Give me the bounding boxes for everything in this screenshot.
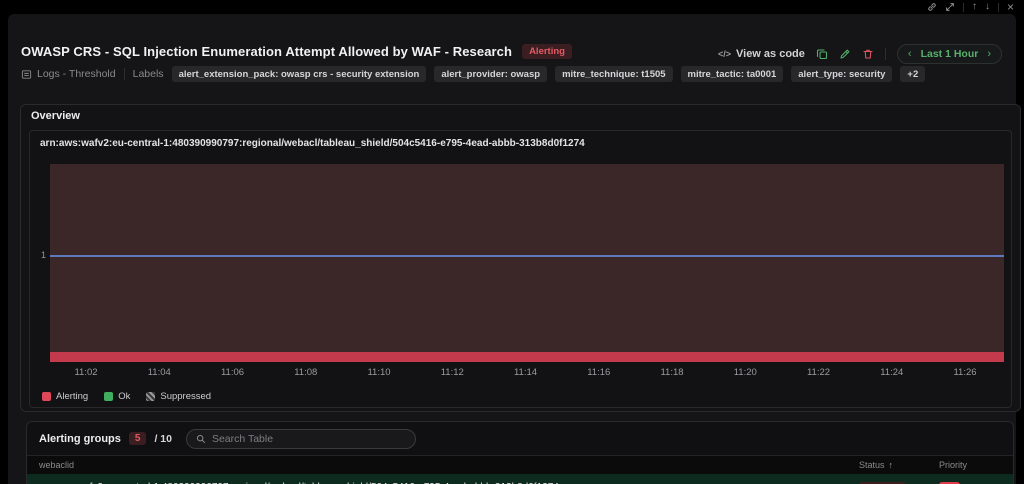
view-as-code-button[interactable]: </> View as code <box>718 48 805 60</box>
divider <box>123 68 125 80</box>
alerting-groups-toolbar: Alerting groups 5 / 10 <box>27 422 1013 455</box>
x-axis-tick: 11:14 <box>513 367 538 378</box>
divider <box>884 48 886 60</box>
legend-label: Ok <box>118 391 131 402</box>
x-axis-tick: 11:06 <box>220 367 245 378</box>
alerting-total: / 10 <box>154 432 172 445</box>
ok-swatch-icon <box>104 392 114 401</box>
edit-pencil-icon[interactable] <box>839 48 851 60</box>
cell-webaclid: arn:aws:wafv2:eu-central-1:480390990797:… <box>27 482 859 484</box>
x-axis-tick: 11:24 <box>880 367 904 378</box>
code-icon: </> <box>717 49 731 59</box>
cell-priority: P2 <box>939 479 1013 484</box>
link-icon[interactable] <box>927 2 937 12</box>
sort-ascending-icon: ↑ <box>888 460 894 470</box>
alerting-swatch-icon <box>42 392 51 401</box>
x-axis-tick: 11:02 <box>74 367 98 378</box>
expand-icon[interactable] <box>945 2 955 12</box>
x-axis-tick: 11:18 <box>660 367 684 378</box>
x-axis-tick: 11:10 <box>367 367 391 378</box>
metric-value-line <box>50 255 1004 257</box>
labels-caption: Labels <box>132 68 164 80</box>
label-tag[interactable]: mitre_tactic: ta0001 <box>680 66 784 82</box>
legend-item-alerting[interactable]: Alerting <box>42 391 88 402</box>
labels-row: Logs - Threshold Labels alert_extension_… <box>21 66 926 82</box>
chevron-right-icon[interactable]: › <box>987 47 991 60</box>
x-axis-tick: 11:08 <box>294 367 318 378</box>
chart-title: arn:aws:wafv2:eu-central-1:480390990797:… <box>40 138 585 149</box>
alerting-groups-title: Alerting groups <box>39 432 121 445</box>
search-icon <box>196 434 206 443</box>
table-row[interactable]: arn:aws:wafv2:eu-central-1:480390990797:… <box>27 474 1013 484</box>
time-range-label: Last 1 Hour <box>920 48 979 60</box>
modal-surface: OWASP CRS - SQL Injection Enumeration At… <box>8 14 1021 484</box>
cell-status: Alerting <box>859 479 939 484</box>
x-axis-tick: 11:22 <box>806 367 831 378</box>
chart-plot-area[interactable]: 1 <box>41 164 1004 362</box>
label-tag[interactable]: alert_type: security <box>791 66 893 82</box>
x-axis-tick: 11:26 <box>953 367 977 378</box>
alerting-groups-section: Alerting groups 5 / 10 webaclid Status ↑… <box>26 421 1014 484</box>
alert-history-chart-panel: arn:aws:wafv2:eu-central-1:480390990797:… <box>29 130 1012 408</box>
table-search[interactable] <box>185 428 416 449</box>
window-toolbar: ↑ ↓ × <box>927 0 1014 14</box>
legend-item-suppressed[interactable]: Suppressed <box>146 391 211 402</box>
alerting-count-badge: 5 <box>128 432 147 445</box>
search-input[interactable] <box>211 432 406 445</box>
chart-legend: Alerting Ok Suppressed <box>42 391 211 402</box>
x-axis-tick: 11:12 <box>440 367 464 378</box>
legend-label: Alerting <box>56 391 89 402</box>
time-range-picker[interactable]: ‹ Last 1 Hour › <box>896 44 1002 64</box>
divider <box>997 2 999 12</box>
delete-trash-icon[interactable] <box>862 48 874 60</box>
overview-section: Overview arn:aws:wafv2:eu-central-1:4803… <box>20 104 1021 412</box>
header: OWASP CRS - SQL Injection Enumeration At… <box>21 44 572 59</box>
alert-state-badge: Alerting <box>522 44 572 59</box>
move-up-icon[interactable]: ↑ <box>971 1 977 12</box>
move-down-icon[interactable]: ↓ <box>984 1 990 12</box>
column-status-label: Status <box>859 460 885 470</box>
logs-threshold-icon <box>21 69 32 79</box>
x-axis-tick: 11:16 <box>587 367 611 378</box>
alert-type-meta: Logs - Threshold <box>21 68 116 80</box>
label-tag[interactable]: alert_extension_pack: owasp crs - securi… <box>171 66 427 82</box>
column-priority[interactable]: Priority <box>939 460 968 470</box>
x-axis-tick: 11:04 <box>147 367 171 378</box>
alerting-state-strip <box>50 352 1004 362</box>
suppressed-swatch-icon <box>146 392 156 401</box>
page-title: OWASP CRS - SQL Injection Enumeration At… <box>21 44 513 59</box>
label-tag[interactable]: mitre_technique: t1505 <box>555 66 673 82</box>
duplicate-icon[interactable] <box>816 48 828 60</box>
close-icon[interactable]: × <box>1006 0 1014 14</box>
y-axis-tick: 1 <box>40 250 46 260</box>
column-status[interactable]: Status ↑ <box>859 460 939 470</box>
header-actions: </> View as code ‹ Last 1 Hour › <box>718 44 1002 64</box>
column-webaclid[interactable]: webaclid <box>39 460 75 470</box>
x-axis: 11:02 11:04 11:06 11:08 11:10 11:12 11:1… <box>66 367 985 378</box>
label-tag[interactable]: alert_provider: owasp <box>434 66 548 82</box>
chevron-left-icon[interactable]: ‹ <box>907 47 912 60</box>
view-as-code-label: View as code <box>736 48 805 60</box>
x-axis-tick: 11:20 <box>733 367 757 378</box>
section-title: Overview <box>31 110 80 122</box>
alert-type-label: Logs - Threshold <box>37 68 116 80</box>
legend-label: Suppressed <box>160 391 212 402</box>
table-header: webaclid Status ↑ Priority <box>27 455 1013 474</box>
divider <box>962 2 964 12</box>
more-tags-chip[interactable]: +2 <box>900 66 926 82</box>
legend-item-ok[interactable]: Ok <box>104 391 130 402</box>
